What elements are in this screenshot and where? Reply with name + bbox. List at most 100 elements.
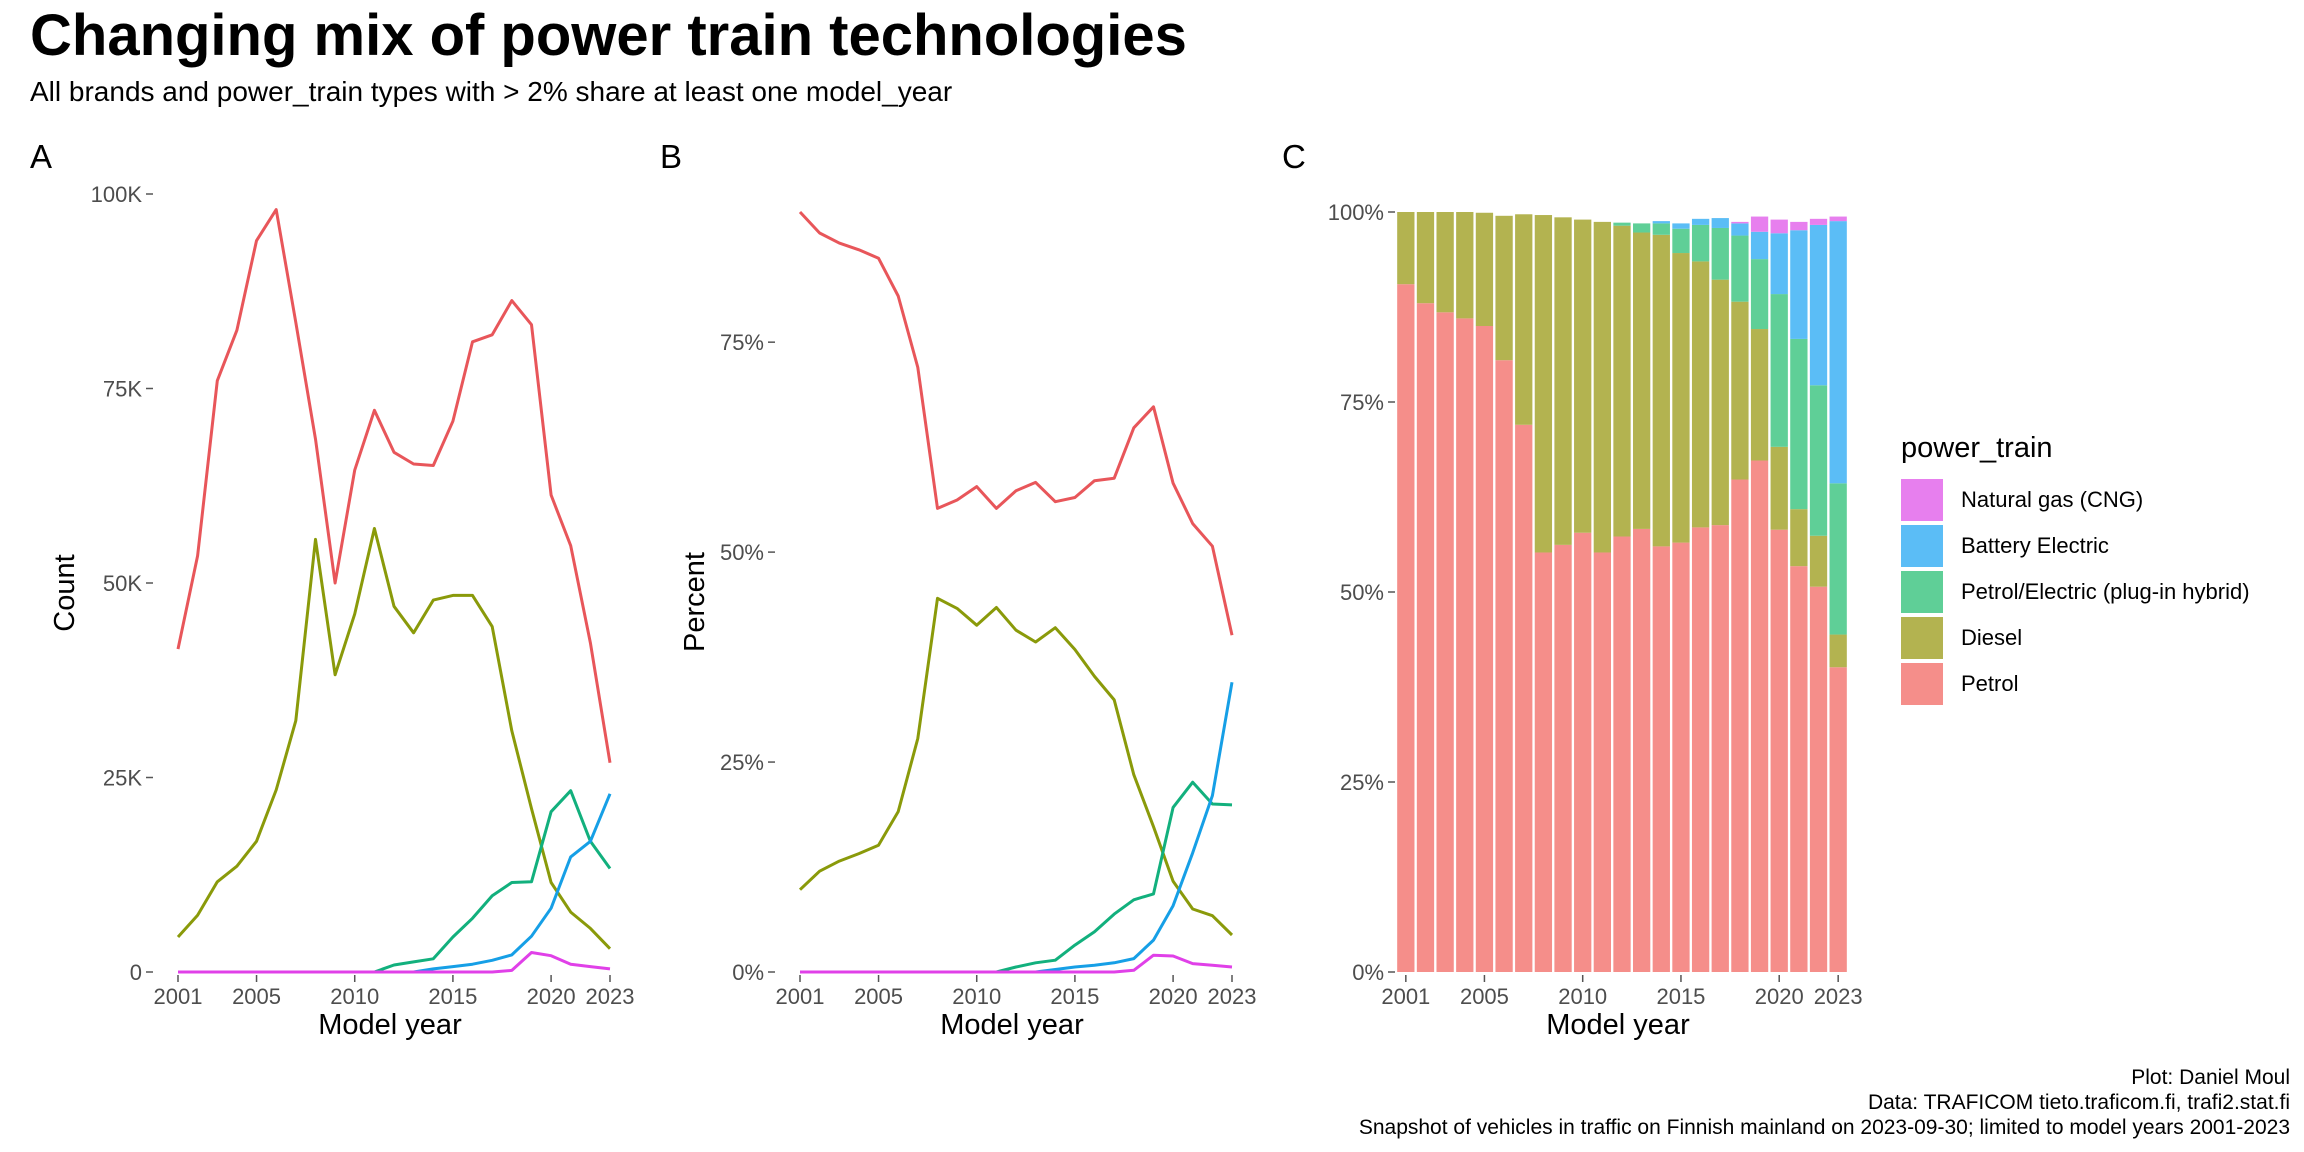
panel-c-bar-2009-diesel <box>1554 217 1572 545</box>
panel-c-bar-2011-petrol <box>1593 552 1611 972</box>
panel-a-xtick-label: 2005 <box>232 984 281 1009</box>
panel-c-bar-2006-diesel <box>1495 215 1513 361</box>
panel-b-xtick-label: 2020 <box>1149 984 1198 1009</box>
chart-title: Changing mix of power train technologies <box>30 3 1187 68</box>
panel-c-bar-2019-petrol-electric-plug-in-hybrid <box>1750 259 1769 330</box>
panel-c-xaxis-title: Model year <box>1546 1009 1690 1041</box>
panel-c-bar-2013-petrol <box>1633 528 1651 972</box>
panel-a-xtick-label: 2001 <box>154 984 203 1009</box>
panel-b-ytick-label: 0% <box>732 960 764 985</box>
panel-c-xtick-label: 2020 <box>1755 984 1804 1009</box>
panel-c-bar-2014-battery-electric <box>1652 221 1670 224</box>
panel-c-bar-2005-petrol <box>1475 326 1494 972</box>
legend-label: Natural gas (CNG) <box>1961 487 2144 512</box>
panel-b-ytick-label: 50% <box>720 540 764 565</box>
panel-c-bar-2020-natural-gas-cng <box>1770 219 1788 234</box>
panel-c-bar-2009-petrol <box>1554 544 1572 972</box>
panel-c-bar-2022-battery-electric <box>1809 224 1828 386</box>
panel-a-xtick-label: 2010 <box>330 984 379 1009</box>
panel-b-line-diesel <box>798 596 1234 937</box>
panel-a-xtick-label: 2020 <box>527 984 576 1009</box>
legend-item: Petrol <box>1901 662 2018 706</box>
panel-c-bar-2020-petrol <box>1770 529 1788 972</box>
legend-title: power_train <box>1901 432 2053 464</box>
panel-c-bar-2003-diesel <box>1436 212 1454 313</box>
legend-swatch <box>1901 571 1943 613</box>
panel-b-xtick-label: 2015 <box>1050 984 1099 1009</box>
panel-c-bar-2007-petrol <box>1515 424 1533 972</box>
panel-c-bar-2023-petrol <box>1829 667 1847 972</box>
panel-c-bar-2018-diesel <box>1731 301 1749 480</box>
panel-c-bar-2017-petrol <box>1711 525 1729 972</box>
legend-label: Diesel <box>1961 625 2023 650</box>
panel-b-yaxis-title: Percent <box>679 552 711 652</box>
panel-c-bar-2006-petrol <box>1495 360 1513 972</box>
legend-item: Petrol/Electric (plug-in hybrid) <box>1901 570 2250 614</box>
panel-b-line-petrol <box>798 210 1234 636</box>
legend-label: Battery Electric <box>1961 533 2109 558</box>
panel-c-bar-2013-petrol-electric-plug-in-hybrid <box>1633 223 1651 233</box>
legend-swatch <box>1901 479 1943 521</box>
panel-a-xaxis-title: Model year <box>318 1009 462 1041</box>
caption-author: Plot: Daniel Moul <box>2131 1066 2290 1089</box>
chart-subtitle: All brands and power_train types with > … <box>30 76 953 107</box>
legend-swatch <box>1901 525 1943 567</box>
panel-c-bar-2015-petrol <box>1672 542 1690 972</box>
panel-c-bar-2019-petrol <box>1750 460 1769 972</box>
panel-c-bar-2022-natural-gas-cng <box>1809 218 1828 225</box>
panel-a-line-diesel <box>176 527 612 950</box>
legend-swatch <box>1901 617 1943 659</box>
panel-c-bar-2020-diesel <box>1770 446 1788 530</box>
panel-c-bar-2018-petrol <box>1731 479 1749 972</box>
panel-c-bar-2012-diesel <box>1613 225 1631 537</box>
panel-c-bar-2013-diesel <box>1633 232 1651 529</box>
panel-b-xtick-label: 2005 <box>854 984 903 1009</box>
panel-c-bar-2017-battery-electric <box>1711 218 1729 228</box>
panel-a-ytick-label: 0 <box>130 960 142 985</box>
panel-a-ytick-label: 50K <box>103 571 142 596</box>
panel-c-bar-2021-diesel <box>1790 509 1808 567</box>
panel-c-bar-2023-petrol-electric-plug-in-hybrid <box>1829 483 1847 635</box>
legend-item: Natural gas (CNG) <box>1901 478 2143 522</box>
panel-a-line-battery-electric <box>178 793 612 974</box>
panel-c-bar-2022-petrol-electric-plug-in-hybrid <box>1809 385 1828 536</box>
panel-c-bar-2001-diesel <box>1397 212 1415 285</box>
legend-item: Battery Electric <box>1901 524 2109 568</box>
panel-c-bar-2017-diesel <box>1711 279 1729 526</box>
panel-c-bar-2010-diesel <box>1574 219 1592 533</box>
panel-b-xtick-label: 2023 <box>1208 984 1257 1009</box>
panel-c-tag: C <box>1282 138 1306 175</box>
panel-b-tag: B <box>660 138 683 175</box>
panel-c-bar-2002-diesel <box>1416 212 1435 304</box>
panel-c-bar-2016-petrol <box>1691 527 1710 972</box>
panel-a-line-petrol <box>176 208 612 763</box>
panel-c-bar-2012-petrol-electric-plug-in-hybrid <box>1613 222 1631 226</box>
panel-c-bar-2021-battery-electric <box>1790 230 1808 339</box>
panel-c-bar-2010-petrol <box>1574 532 1592 972</box>
panel-c-ytick-label: 50% <box>1340 580 1384 605</box>
panel-a-xtick-label: 2015 <box>428 984 477 1009</box>
panel-c-bar-2018-battery-electric <box>1731 223 1749 236</box>
panel-c-xtick-label: 2010 <box>1558 984 1607 1009</box>
legend-label: Petrol <box>1961 671 2019 696</box>
panel-c-ytick-label: 100% <box>1328 200 1384 225</box>
panel-c-bar-2021-petrol-electric-plug-in-hybrid <box>1790 338 1808 510</box>
panel-c-xtick-label: 2005 <box>1460 984 1509 1009</box>
panel-c-bar-2019-natural-gas-cng <box>1750 216 1769 232</box>
panel-c-bar-2002-petrol <box>1416 303 1435 972</box>
panel-c-bar-2020-battery-electric <box>1770 233 1788 295</box>
panel-c-bar-2014-petrol-electric-plug-in-hybrid <box>1652 223 1670 235</box>
panel-c-bar-2015-battery-electric <box>1672 223 1690 229</box>
panel-a-line-natural-gas-cng <box>178 951 611 974</box>
panel-c-bar-2001-petrol <box>1397 284 1415 972</box>
panel-a-yaxis-title: Count <box>49 554 81 631</box>
panel-c-bar-2023-battery-electric <box>1829 221 1847 484</box>
panel-c-bar-2023-diesel <box>1829 634 1847 668</box>
panel-c-bar-2020-petrol-electric-plug-in-hybrid <box>1770 294 1788 447</box>
panel-c-bar-2015-diesel <box>1672 253 1690 543</box>
panel-c-bar-2021-natural-gas-cng <box>1790 221 1808 231</box>
caption-snapshot-note: Snapshot of vehicles in traffic on Finni… <box>1358 1116 2290 1139</box>
panel-c-bar-2022-diesel <box>1809 535 1828 587</box>
panel-c-ytick-label: 25% <box>1340 770 1384 795</box>
